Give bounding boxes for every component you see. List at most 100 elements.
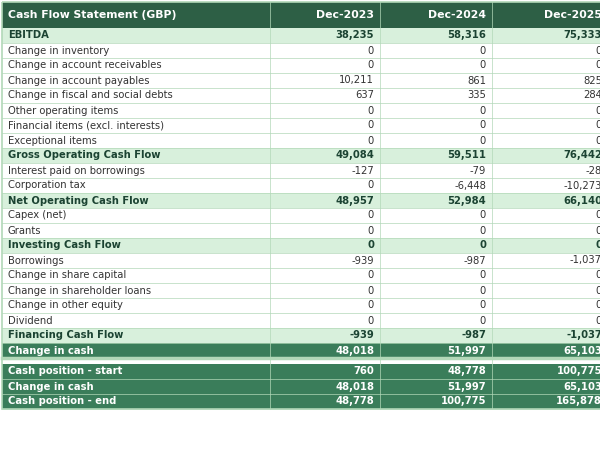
Text: -28: -28 [586, 165, 600, 176]
Text: 0: 0 [480, 270, 486, 281]
Text: 637: 637 [355, 90, 374, 101]
Text: -987: -987 [461, 330, 486, 341]
Bar [2, 253, 600, 268]
Text: 0: 0 [480, 301, 486, 310]
Text: 0: 0 [596, 136, 600, 145]
Text: 861: 861 [467, 75, 486, 85]
Text: 0: 0 [480, 211, 486, 220]
Text: Change in cash: Change in cash [8, 345, 94, 356]
Text: 0: 0 [368, 61, 374, 70]
Text: 59,511: 59,511 [447, 151, 486, 160]
Text: 0: 0 [480, 136, 486, 145]
Text: 48,957: 48,957 [335, 196, 374, 206]
Text: 48,018: 48,018 [335, 345, 374, 356]
Text: 0: 0 [480, 286, 486, 295]
Bar [2, 2, 600, 409]
Text: -939: -939 [352, 255, 374, 266]
Text: Exceptional items: Exceptional items [8, 136, 97, 145]
Text: Grants: Grants [8, 226, 41, 235]
Text: 760: 760 [353, 366, 374, 377]
Text: Change in account payables: Change in account payables [8, 75, 149, 85]
Bar [2, 223, 600, 238]
Bar [2, 118, 600, 133]
Text: Change in fiscal and social debts: Change in fiscal and social debts [8, 90, 173, 101]
Text: 0: 0 [368, 315, 374, 325]
Bar [2, 328, 600, 343]
Text: Change in shareholder loans: Change in shareholder loans [8, 286, 151, 295]
Bar [2, 28, 600, 43]
Text: 52,984: 52,984 [447, 196, 486, 206]
Text: 0: 0 [596, 286, 600, 295]
Text: 38,235: 38,235 [335, 30, 374, 41]
Text: 66,140: 66,140 [563, 196, 600, 206]
Text: 58,316: 58,316 [447, 30, 486, 41]
Text: -987: -987 [463, 255, 486, 266]
Text: 0: 0 [480, 226, 486, 235]
Text: 76,442: 76,442 [563, 151, 600, 160]
Bar [2, 283, 600, 298]
Text: Financial items (excl. interests): Financial items (excl. interests) [8, 121, 164, 130]
Text: 0: 0 [480, 315, 486, 325]
Bar [2, 313, 600, 328]
Bar [2, 133, 600, 148]
Text: 0: 0 [368, 226, 374, 235]
Text: 65,103: 65,103 [563, 345, 600, 356]
Text: Net Operating Cash Flow: Net Operating Cash Flow [8, 196, 149, 206]
Bar [2, 73, 600, 88]
Text: 0: 0 [368, 121, 374, 130]
Text: 0: 0 [368, 301, 374, 310]
Text: 10,211: 10,211 [339, 75, 374, 85]
Text: 0: 0 [368, 105, 374, 116]
Text: Cash position - start: Cash position - start [8, 366, 122, 377]
Text: 0: 0 [368, 211, 374, 220]
Text: 65,103: 65,103 [563, 382, 600, 391]
Text: 0: 0 [368, 180, 374, 191]
Bar [2, 298, 600, 313]
Text: 0: 0 [480, 61, 486, 70]
Text: 165,878: 165,878 [556, 397, 600, 406]
Bar [2, 58, 600, 73]
Text: 48,778: 48,778 [447, 366, 486, 377]
Text: 0: 0 [596, 301, 600, 310]
Text: Dec-2023: Dec-2023 [316, 10, 374, 20]
Bar [2, 394, 600, 409]
Text: Cash position - end: Cash position - end [8, 397, 116, 406]
Text: Dec-2024: Dec-2024 [428, 10, 486, 20]
Text: Change in account receivables: Change in account receivables [8, 61, 161, 70]
Text: Borrowings: Borrowings [8, 255, 64, 266]
Text: 0: 0 [596, 270, 600, 281]
Text: Change in cash: Change in cash [8, 382, 94, 391]
Text: 0: 0 [595, 240, 600, 251]
Text: 0: 0 [368, 46, 374, 55]
Text: 51,997: 51,997 [448, 382, 486, 391]
Text: Dividend: Dividend [8, 315, 53, 325]
Text: Investing Cash Flow: Investing Cash Flow [8, 240, 121, 251]
Text: -6,448: -6,448 [454, 180, 486, 191]
Text: Other operating items: Other operating items [8, 105, 118, 116]
Bar [2, 103, 600, 118]
Text: Corporation tax: Corporation tax [8, 180, 86, 191]
Text: -939: -939 [349, 330, 374, 341]
Bar [2, 268, 600, 283]
Text: 0: 0 [368, 286, 374, 295]
Text: 284: 284 [583, 90, 600, 101]
Text: 0: 0 [596, 211, 600, 220]
Bar [2, 148, 600, 163]
Text: EBITDA: EBITDA [8, 30, 49, 41]
Text: Cash Flow Statement (GBP): Cash Flow Statement (GBP) [8, 10, 176, 20]
Text: -127: -127 [351, 165, 374, 176]
Text: Dec-2025: Dec-2025 [544, 10, 600, 20]
Bar [2, 43, 600, 58]
Text: 0: 0 [368, 136, 374, 145]
Text: Change in share capital: Change in share capital [8, 270, 126, 281]
Text: Change in inventory: Change in inventory [8, 46, 109, 55]
Bar [2, 88, 600, 103]
Text: 0: 0 [596, 105, 600, 116]
Text: 100,775: 100,775 [440, 397, 486, 406]
Bar [2, 163, 600, 178]
Text: 0: 0 [367, 240, 374, 251]
Text: Change in other equity: Change in other equity [8, 301, 123, 310]
Text: 0: 0 [480, 105, 486, 116]
Text: 48,018: 48,018 [335, 382, 374, 391]
Text: 0: 0 [596, 46, 600, 55]
